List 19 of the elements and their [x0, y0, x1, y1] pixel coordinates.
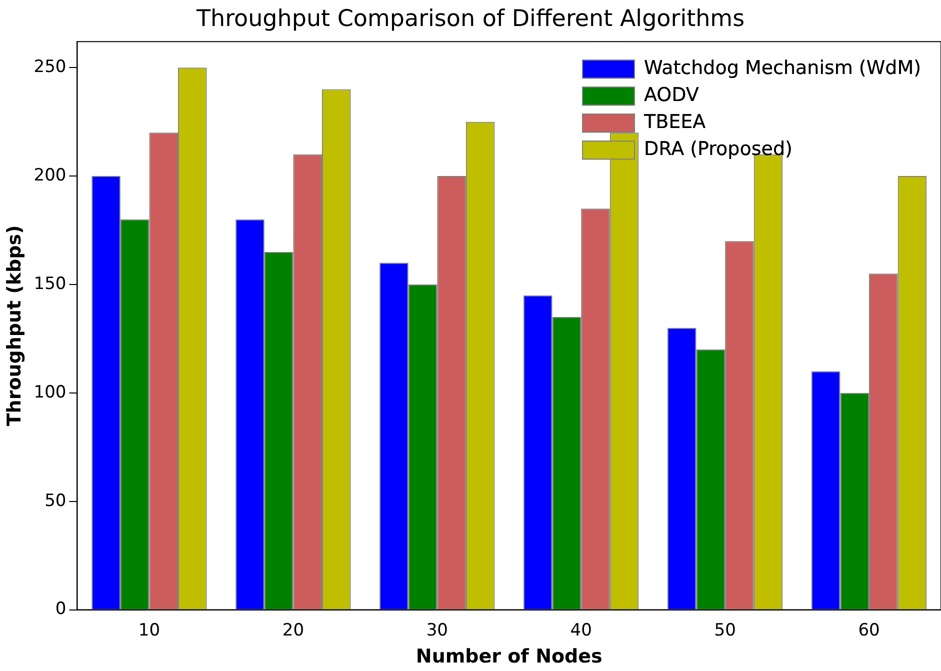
x-tick-label: 60 — [858, 620, 880, 640]
legend-label: DRA (Proposed) — [644, 138, 792, 160]
x-axis-title: Number of Nodes — [416, 646, 602, 668]
y-tick-label: 50 — [44, 490, 66, 511]
y-tick-label: 100 — [34, 382, 66, 402]
y-axis-title: Throughput (kbps) — [3, 225, 26, 426]
y-tick-label: 250 — [34, 57, 66, 78]
y-tick-label: 0 — [55, 599, 66, 620]
chart-title: Throughput Comparison of Different Algorithms — [195, 6, 745, 32]
x-tick-label: 50 — [714, 620, 736, 640]
legend-label: AODV — [644, 84, 699, 106]
x-tick-label: 20 — [282, 620, 304, 640]
x-tick-label: 10 — [138, 620, 160, 640]
legend-label: Watchdog Mechanism (WdM) — [644, 57, 921, 80]
legend-label: TBEEA — [643, 111, 706, 134]
x-tick-label: 40 — [570, 620, 592, 640]
y-tick-label: 200 — [34, 165, 66, 186]
y-tick-label: 150 — [34, 274, 66, 294]
x-tick-label: 30 — [426, 620, 448, 640]
